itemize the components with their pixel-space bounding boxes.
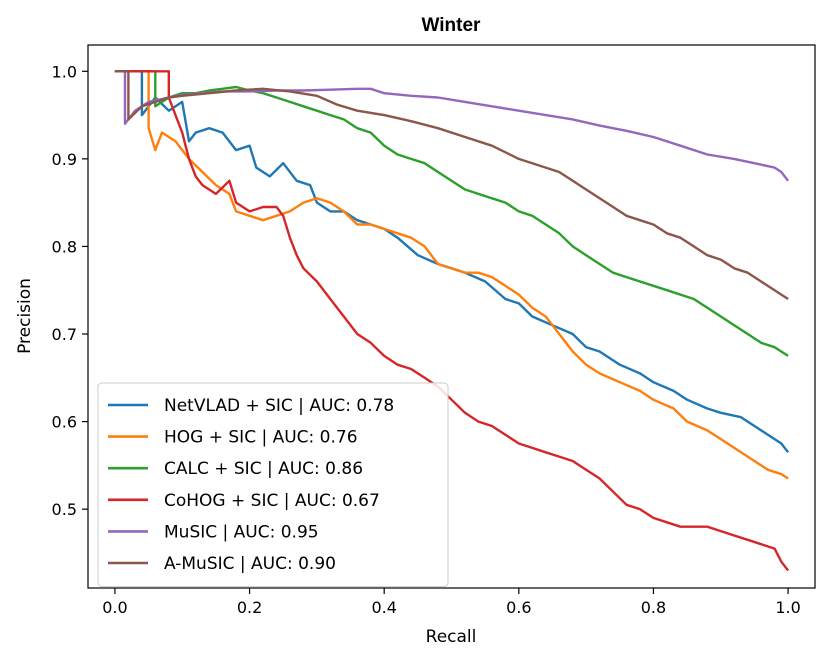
y-tick-label: 0.7 [52, 325, 77, 344]
y-tick-label: 0.9 [52, 150, 77, 169]
legend: NetVLAD + SIC | AUC: 0.78 HOG + SIC | AUC… [97, 382, 449, 588]
y-tick-label: 1.0 [52, 62, 77, 81]
series-line-1 [114, 70, 790, 454]
y-axis: 0.5 0.6 0.7 0.8 0.9 1.0 [52, 62, 88, 519]
y-tick-label: 0.6 [52, 413, 77, 432]
x-tick-label: 0.0 [102, 598, 127, 617]
series-layer [114, 70, 790, 572]
legend-box [97, 382, 449, 588]
legend-entry: HOG + SIC | AUC: 0.76 [164, 428, 358, 448]
x-tick-label: 0.4 [371, 598, 396, 617]
y-tick-label: 0.8 [52, 237, 77, 256]
legend-entry: MuSIC | AUC: 0.95 [164, 522, 319, 542]
series-line-2 [114, 70, 789, 480]
plot-frame [87, 44, 816, 589]
x-axis-label: Recall [426, 627, 477, 647]
y-tick-label: 0.5 [52, 500, 77, 519]
series-line-6 [114, 70, 789, 301]
legend-entry: A-MuSIC | AUC: 0.90 [164, 554, 336, 574]
legend-entry: NetVLAD + SIC | AUC: 0.78 [164, 396, 394, 416]
legend-entry: CoHOG + SIC | AUC: 0.67 [164, 491, 380, 511]
y-axis-label: Precision [15, 278, 35, 354]
chart-title: Winter [422, 15, 482, 36]
x-tick-label: 0.6 [506, 598, 531, 617]
series-line-5 [114, 70, 790, 182]
series-line-3 [114, 70, 789, 357]
x-tick-label: 1.0 [775, 598, 800, 617]
x-tick-label: 0.2 [237, 598, 262, 617]
legend-entry: CALC + SIC | AUC: 0.86 [164, 459, 363, 479]
x-tick-label: 0.8 [641, 598, 666, 617]
x-axis: 0.0 0.2 0.4 0.6 0.8 1.0 [102, 588, 801, 617]
